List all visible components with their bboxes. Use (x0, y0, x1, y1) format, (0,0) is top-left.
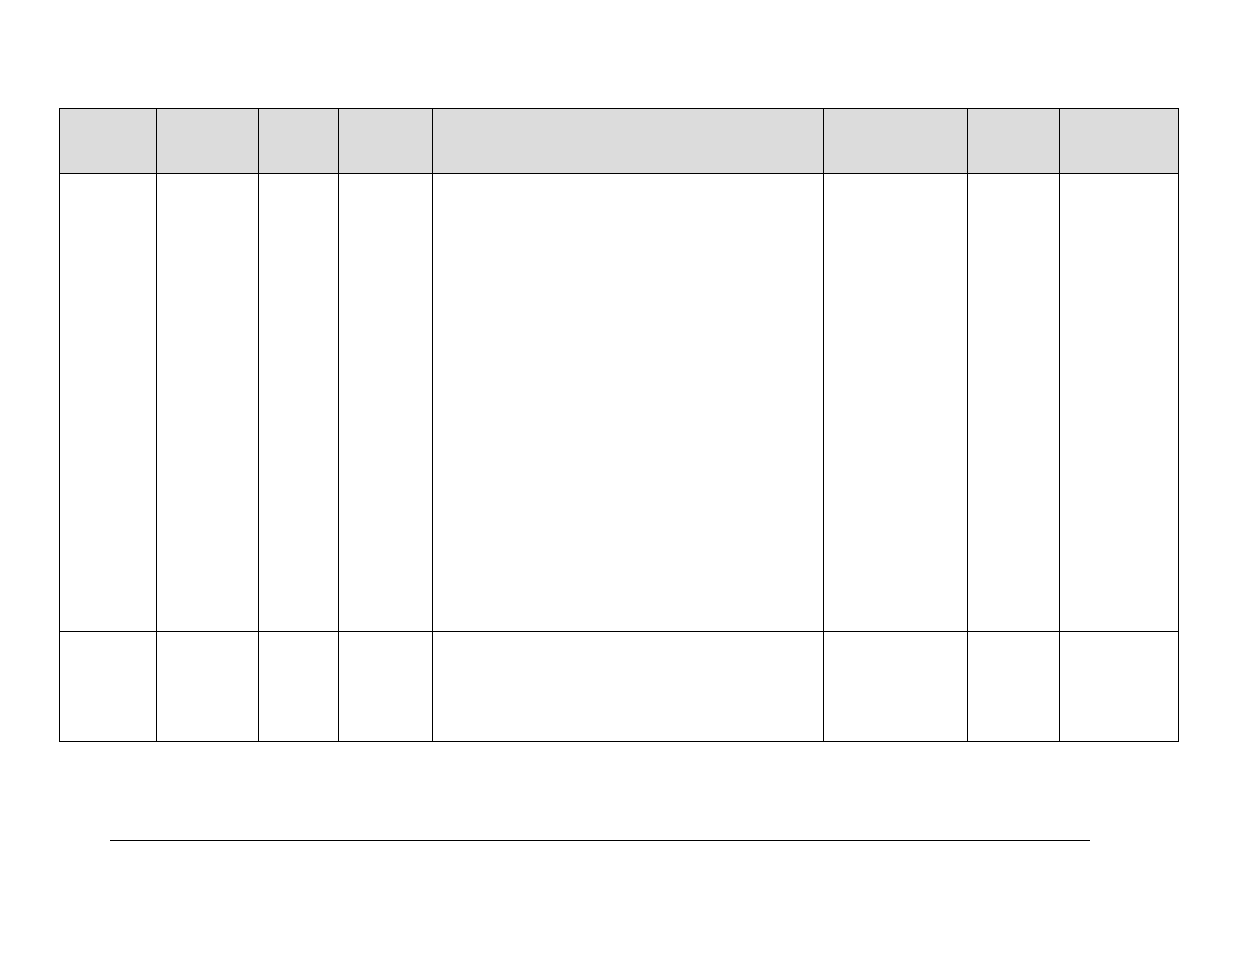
table-cell (433, 632, 824, 742)
table-row (60, 632, 1179, 742)
table-header-cell (60, 109, 157, 174)
table-container (59, 108, 1178, 742)
table-header-cell (339, 109, 433, 174)
table-cell (968, 632, 1060, 742)
table-cell (157, 632, 259, 742)
table-cell (259, 174, 339, 632)
table-row (60, 174, 1179, 632)
table-cell (968, 174, 1060, 632)
table-cell (1060, 632, 1179, 742)
table-cell (60, 174, 157, 632)
table-cell (339, 174, 433, 632)
table-header-cell (824, 109, 968, 174)
table-header-row (60, 109, 1179, 174)
table-header-cell (433, 109, 824, 174)
table-cell (259, 632, 339, 742)
table-cell (824, 174, 968, 632)
table-header-cell (157, 109, 259, 174)
table-cell (60, 632, 157, 742)
page-root (0, 0, 1235, 954)
table-header-cell (259, 109, 339, 174)
table-cell (824, 632, 968, 742)
table-cell (433, 174, 824, 632)
footer-divider (110, 840, 1090, 841)
table-cell (339, 632, 433, 742)
data-table (59, 108, 1179, 742)
table-cell (1060, 174, 1179, 632)
table-header-cell (1060, 109, 1179, 174)
table-cell (157, 174, 259, 632)
table-header-cell (968, 109, 1060, 174)
